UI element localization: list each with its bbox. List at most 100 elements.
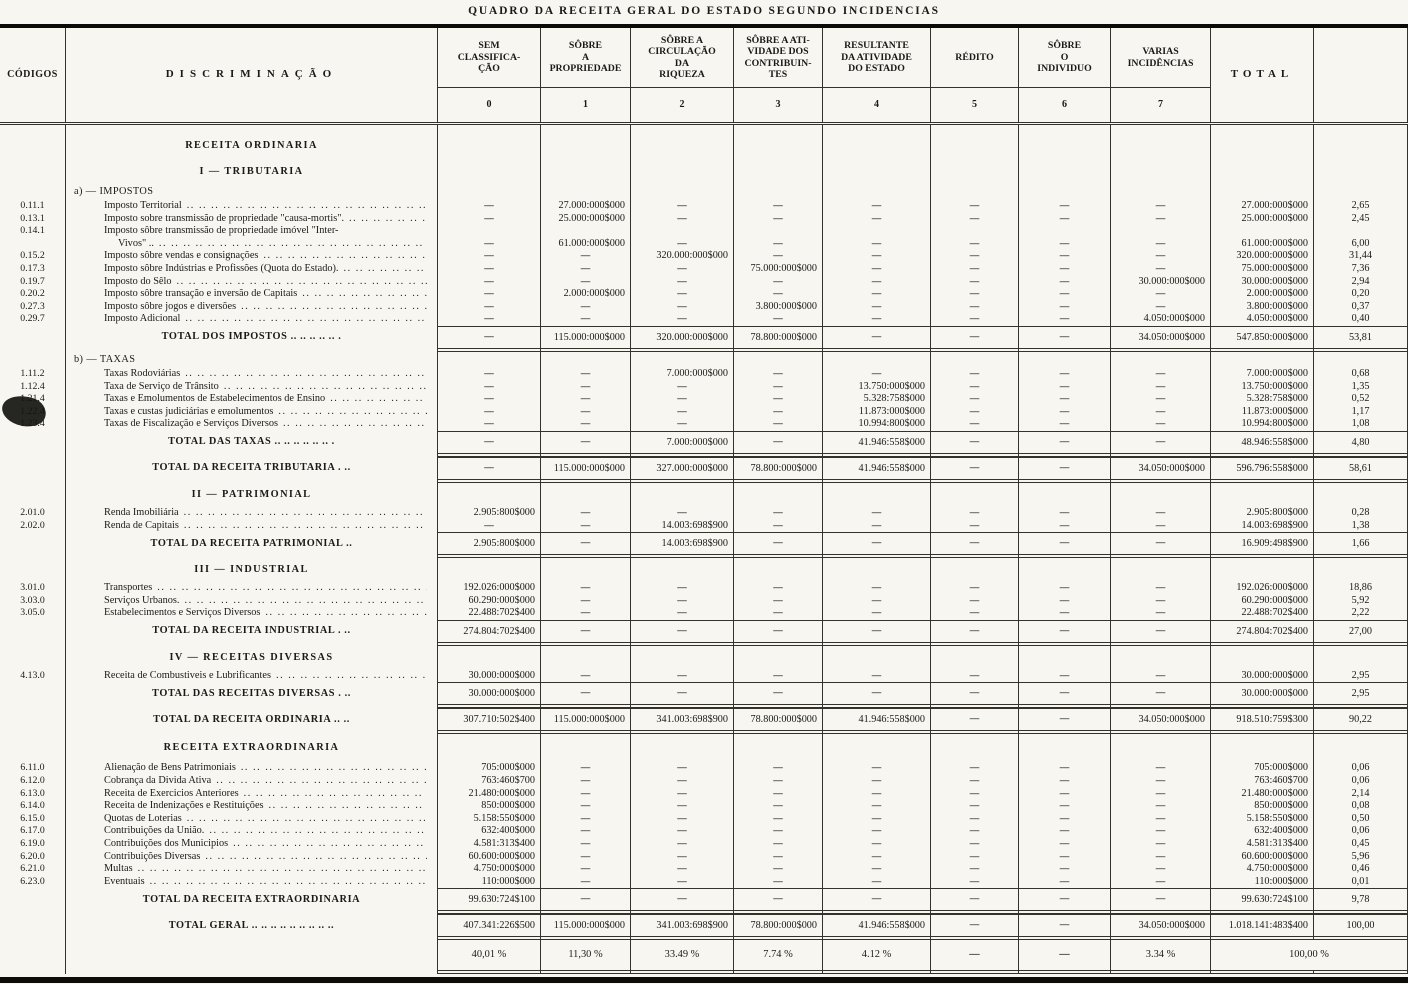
cell-col3: — — [733, 582, 822, 595]
spacer-cell — [0, 970, 65, 974]
row-label: Serviços Urbanos. — [104, 594, 180, 606]
cell-col5: — — [930, 838, 1018, 851]
dot-leader: .. .. .. .. .. .. .. .. .. .. .. .. .. .… — [185, 367, 427, 379]
cell-col1: — — [540, 669, 630, 683]
cell-col1: — — [540, 367, 630, 381]
dot-leader: .. .. .. .. .. .. .. .. .. .. .. .. .. .… — [241, 300, 427, 312]
row-label: Taxas de Fiscalização e Serviços Diverso… — [104, 418, 278, 430]
cell-col6: — — [1018, 787, 1110, 801]
cell-percent: 0,20 — [1313, 288, 1408, 301]
spacer-cell — [65, 452, 437, 457]
col-number-4: 4 — [822, 88, 930, 122]
row-code: 3.01.0 — [20, 582, 45, 594]
cell-col3: — — [733, 380, 822, 394]
cell-col7: — — [1110, 888, 1210, 911]
cell-col4: 11.873:000$000 — [822, 405, 930, 419]
cell-col0: — — [437, 367, 540, 381]
rule-cell — [1018, 730, 1110, 735]
rule-cell — [1110, 936, 1210, 941]
cell-col4: — — [822, 275, 930, 289]
cell-col7: — — [1110, 367, 1210, 381]
cell-col4: — — [822, 300, 930, 314]
row-label: Renda de Capitais — [104, 519, 179, 531]
cell-col4: — — [822, 812, 930, 826]
cell-col1: — — [540, 787, 630, 801]
row-label: Imposto Adicional — [104, 313, 181, 325]
cell-col0 — [437, 125, 540, 132]
cell-col7: 30.000:000$000 — [1110, 275, 1210, 289]
rule-cell — [1210, 452, 1313, 457]
row-discrimination: TOTAL DOS IMPOSTOS .. .. .. .. .. . — [65, 325, 437, 348]
rule-cell — [1110, 478, 1210, 483]
cell-total: 14.003:698$900 — [1210, 519, 1313, 533]
cell-col4: — — [822, 825, 930, 839]
cell-col5: — — [930, 607, 1018, 620]
cell-col6 — [1018, 734, 1110, 763]
cell-col2 — [630, 482, 733, 507]
cell-total: 13.750:000$000 — [1210, 380, 1313, 394]
cell-col5: — — [930, 519, 1018, 533]
cell-col2: — — [630, 775, 733, 788]
dot-leader: .. .. .. .. .. .. .. .. .. .. .. .. .. .… — [349, 212, 427, 224]
total-row-label: TOTAL DOS IMPOSTOS .. .. .. .. .. . — [161, 331, 342, 343]
cell-percent: 0,68 — [1313, 367, 1408, 381]
rule-cell — [1110, 730, 1210, 735]
dot-leader: .. .. .. .. .. .. .. .. .. .. .. .. .. .… — [302, 288, 427, 300]
row-label: Alienação de Bens Patrimoniais — [104, 762, 236, 774]
row-discrimination: Imposto do Sêlo .. .. .. .. .. .. .. .. … — [65, 275, 437, 289]
rule-cell — [930, 554, 1018, 559]
total-row-label: TOTAL DA RECEITA PATRIMONIAL .. — [150, 537, 353, 549]
dot-leader: .. .. .. .. .. .. .. .. .. .. .. .. .. .… — [243, 787, 427, 799]
cell-col4: 10.994:800$000 — [822, 418, 930, 431]
rule-cell — [733, 936, 822, 941]
cell-col4: — — [822, 607, 930, 620]
cell-col3: 78.800:000$000 — [733, 708, 822, 731]
section-heading-label: RECEITA EXTRAORDINARIA — [163, 742, 340, 754]
cell-col2: — — [630, 619, 733, 642]
row-discrimination: TOTAL DA RECEITA PATRIMONIAL .. — [65, 532, 437, 555]
cell-col5: — — [930, 300, 1018, 314]
cell-col4: — — [822, 838, 930, 851]
cell-percent — [1313, 160, 1408, 184]
row-code: 4.13.0 — [20, 669, 45, 681]
dot-leader: .. .. .. .. .. .. .. .. .. .. .. .. .. .… — [268, 800, 427, 812]
table-row: 1.23.4Taxas de Fiscalização e Serviços D… — [0, 418, 1408, 431]
row-code: 6.21.0 — [20, 863, 45, 875]
cell-col0: — — [437, 250, 540, 263]
rule-cell — [1210, 704, 1313, 709]
rule-cell — [733, 910, 822, 915]
cell-col5 — [930, 132, 1018, 160]
row-discrimination: Taxas Rodoviárias .. .. .. .. .. .. .. .… — [65, 367, 437, 381]
cell-col0: 763:460$700 — [437, 775, 540, 788]
cell-col1: — — [540, 619, 630, 642]
cell-col7: — — [1110, 262, 1210, 276]
total-row: TOTAL DA RECEITA INDUSTRIAL . .. 274.804:… — [0, 619, 1408, 642]
cell-total: 60.600:000$000 — [1210, 850, 1313, 864]
cell-col3: — — [733, 418, 822, 431]
cell-col6: — — [1018, 456, 1110, 479]
row-label: Estabelecimentos e Serviços Diversos — [104, 607, 261, 619]
cell-total: 4.750:000$000 — [1210, 863, 1313, 876]
cell-col7 — [1110, 351, 1210, 368]
row-code — [0, 888, 65, 910]
spacer-cell — [65, 910, 437, 915]
cell-percent: 1,38 — [1313, 519, 1408, 533]
cell-col1: — — [540, 430, 630, 453]
rule-cell — [1210, 554, 1313, 559]
rule-cell — [1210, 641, 1313, 646]
cell-col7: — — [1110, 850, 1210, 864]
cell-col1: — — [540, 762, 630, 776]
rule-cell — [540, 478, 630, 483]
cell-col1: 115.000:000$000 — [540, 456, 630, 479]
rule-cell — [930, 704, 1018, 709]
cell-col1: — — [540, 582, 630, 595]
rule-row — [0, 554, 1408, 559]
cell-percent: 7,36 — [1313, 262, 1408, 276]
row-code: 6.14.0 — [20, 800, 45, 812]
cell-col4: — — [822, 850, 930, 864]
rule-cell — [1110, 704, 1210, 709]
col-header-6: SÔBRE O INDIVIDUO — [1018, 28, 1110, 88]
cell-col1: — — [540, 850, 630, 864]
row-code — [0, 483, 65, 507]
rule-row — [0, 641, 1408, 646]
